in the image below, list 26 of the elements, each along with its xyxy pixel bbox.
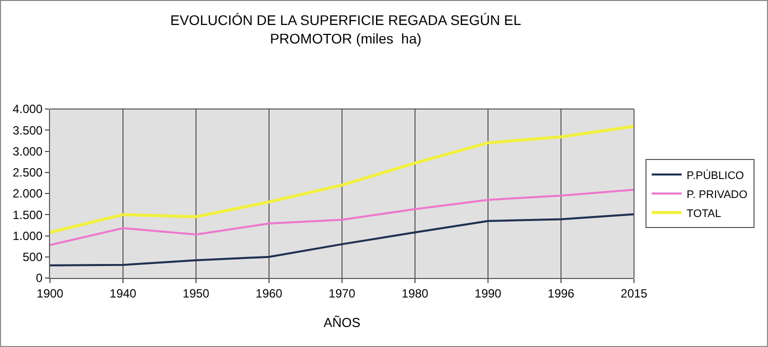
x-tick-label: 1970 bbox=[328, 286, 356, 300]
x-tick-label: 1950 bbox=[182, 286, 210, 300]
legend-label: TOTAL bbox=[686, 208, 722, 220]
x-tick-label: 1940 bbox=[110, 286, 137, 300]
x-tick-label: 1990 bbox=[474, 286, 502, 300]
x-axis-title: AÑOS bbox=[324, 315, 361, 330]
y-tick-label: 1.000 bbox=[12, 228, 43, 243]
y-tick-label: 4.000 bbox=[12, 102, 43, 116]
x-tick-label: 1996 bbox=[548, 286, 575, 300]
x-tick-label: 1900 bbox=[36, 286, 64, 300]
y-tick-label: 500 bbox=[22, 250, 43, 264]
line-series bbox=[50, 188, 634, 246]
y-tick-label: 2.500 bbox=[12, 166, 43, 180]
x-tick-label: 1960 bbox=[256, 286, 283, 300]
y-tick-label: 0 bbox=[36, 271, 43, 286]
x-tick-label: 1980 bbox=[402, 286, 429, 300]
y-tick-label: 1.500 bbox=[12, 208, 43, 222]
chart-title: EVOLUCIÓN DE LA SUPERFICIE REGADA SEGÚN EL PROMOTOR (miles ha) bbox=[170, 12, 522, 46]
legend-label: P. PRIVADO bbox=[686, 188, 748, 201]
x-tick-label: 2015 bbox=[620, 286, 648, 300]
y-tick-label: 2.000 bbox=[12, 186, 43, 201]
line-series bbox=[50, 124, 634, 234]
y-tick-label: 3.500 bbox=[12, 123, 43, 138]
y-tick-label: 3.000 bbox=[12, 144, 43, 158]
line-series bbox=[50, 213, 634, 266]
legend-label: P.PÚBLICO bbox=[686, 168, 744, 182]
